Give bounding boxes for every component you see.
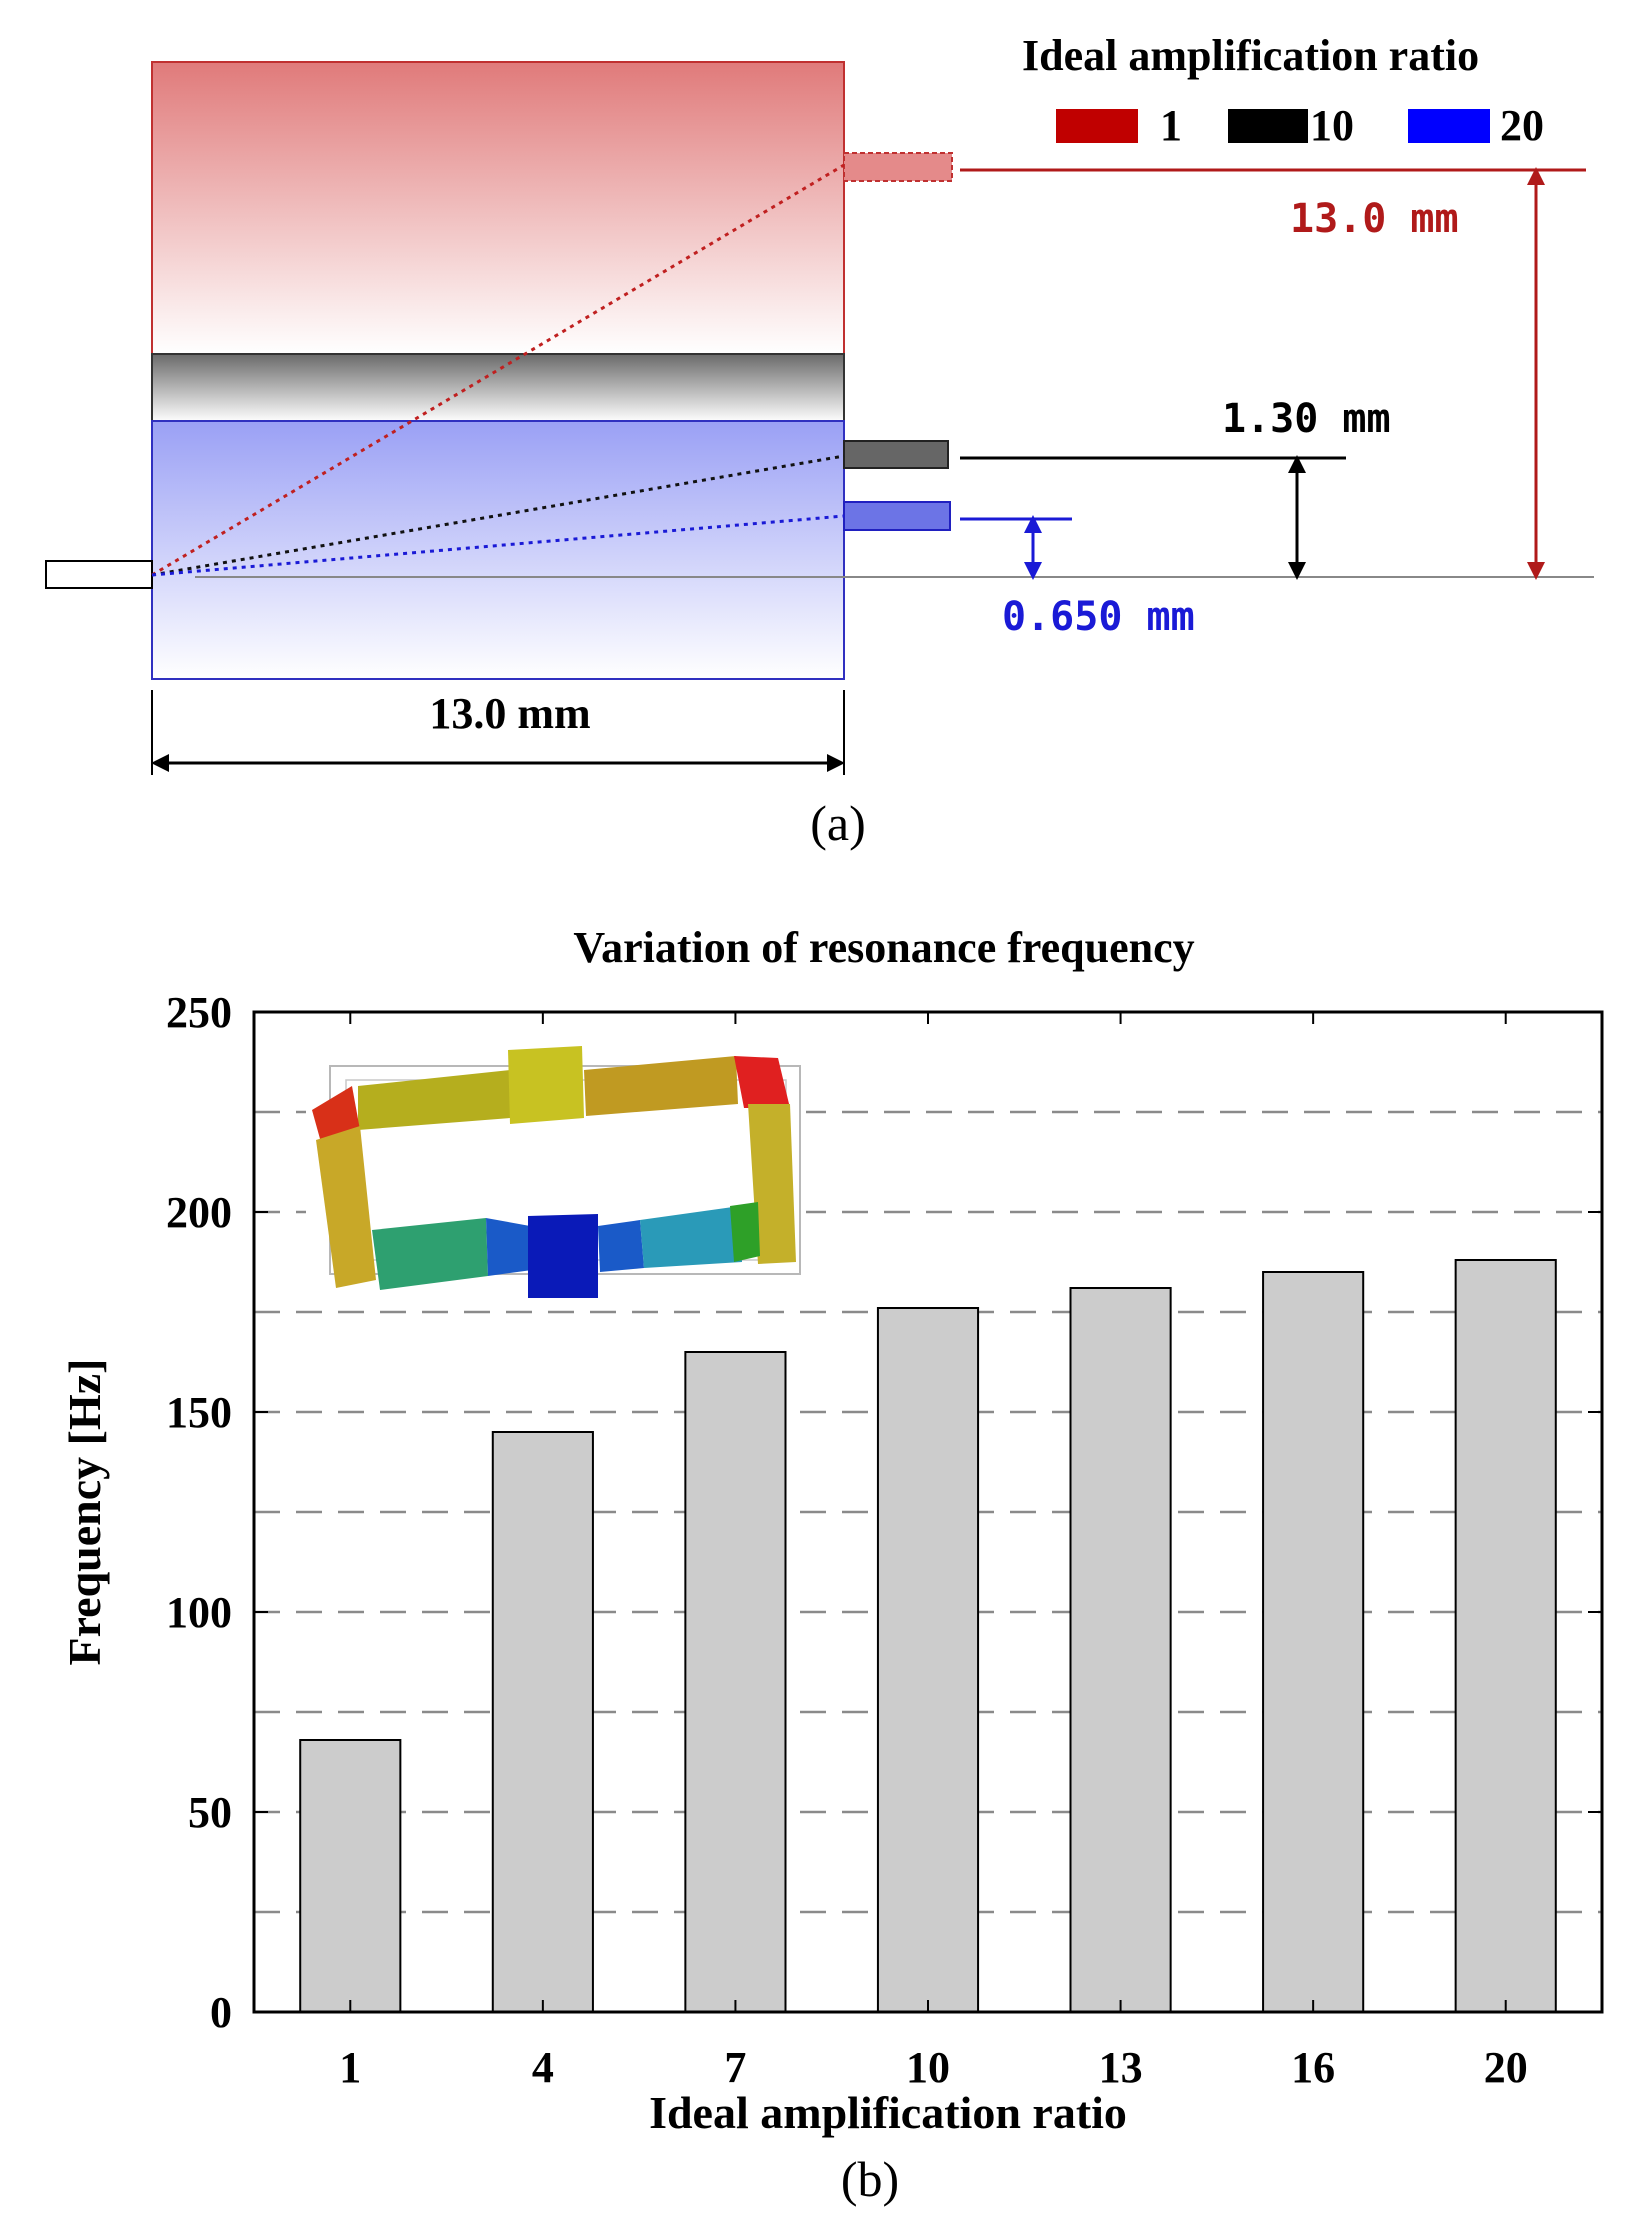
x-tick-label: 13 <box>1099 2043 1143 2092</box>
x-axis-label: Ideal amplification ratio <box>649 2087 1127 2138</box>
y-tick-label: 200 <box>166 1188 232 1237</box>
block-ratio-20 <box>151 420 845 680</box>
x-tick-label: 1 <box>339 2043 361 2092</box>
y-axis-label: Frequency [Hz] <box>59 1358 110 1665</box>
y-tick-label: 50 <box>188 1788 232 1837</box>
output-stub-ratio-1 <box>843 152 953 182</box>
caption-b: (b) <box>841 2151 899 2207</box>
y-axis: 0 50 100 150 200 250 <box>166 988 1602 2037</box>
dim-label-ratio-10: 1.30 mm <box>1222 396 1391 442</box>
legend-label-ratio-10: 10 <box>1310 101 1354 150</box>
dim-label-width: 13.0 mm <box>429 689 590 738</box>
y-tick-label: 100 <box>166 1588 232 1637</box>
x-tick-label: 4 <box>532 2043 554 2092</box>
x-tick-label: 20 <box>1484 2043 1528 2092</box>
legend-swatch-ratio-20 <box>1408 109 1490 143</box>
block-ratio-10 <box>151 353 845 423</box>
chart-title: Variation of resonance frequency <box>573 923 1194 972</box>
y-tick-label: 0 <box>210 1988 232 2037</box>
caption-a: (a) <box>810 795 866 851</box>
mode-shape-inset <box>306 1040 806 1300</box>
x-tick-label: 10 <box>906 2043 950 2092</box>
bar-ratio-13 <box>1069 1287 1172 2013</box>
output-stub-ratio-20 <box>843 501 951 531</box>
ray-ratio-20 <box>151 514 845 577</box>
x-axis: 1 4 7 10 13 16 20 <box>339 1012 1528 2092</box>
block-ratio-1 <box>151 61 845 355</box>
bar-ratio-20 <box>1454 1259 1557 2013</box>
legend-label-ratio-20: 20 <box>1500 101 1544 150</box>
output-stub-ratio-10 <box>843 440 949 469</box>
x-tick-label: 16 <box>1291 2043 1335 2092</box>
dim-label-ratio-20: 0.650 mm <box>1002 594 1195 640</box>
legend-label-ratio-1: 1 <box>1160 101 1182 150</box>
legend-title: Ideal amplification ratio <box>1022 31 1479 80</box>
bar-ratio-16 <box>1262 1271 1365 2013</box>
ray-ratio-10 <box>151 454 845 577</box>
bar-ratio-7 <box>684 1351 787 2013</box>
x-tick-label: 7 <box>724 2043 746 2092</box>
y-tick-label: 250 <box>166 988 232 1037</box>
y-tick-label: 150 <box>166 1388 232 1437</box>
bar-ratio-1 <box>299 1739 402 2013</box>
bar-ratio-10 <box>876 1307 980 2013</box>
dim-label-ratio-1: 13.0 mm <box>1290 196 1459 242</box>
figure-b: Variation of resonance frequency <box>59 923 1604 2207</box>
bar-ratio-4 <box>491 1431 594 2013</box>
legend-swatch-ratio-10 <box>1228 109 1308 143</box>
legend-swatch-ratio-1 <box>1056 109 1138 143</box>
figure-a: 13.0 mm 1.30 mm 0.650 mm 13.0 mm Ideal a… <box>45 31 1594 851</box>
input-stub <box>45 560 153 589</box>
bars <box>299 1259 1557 2013</box>
